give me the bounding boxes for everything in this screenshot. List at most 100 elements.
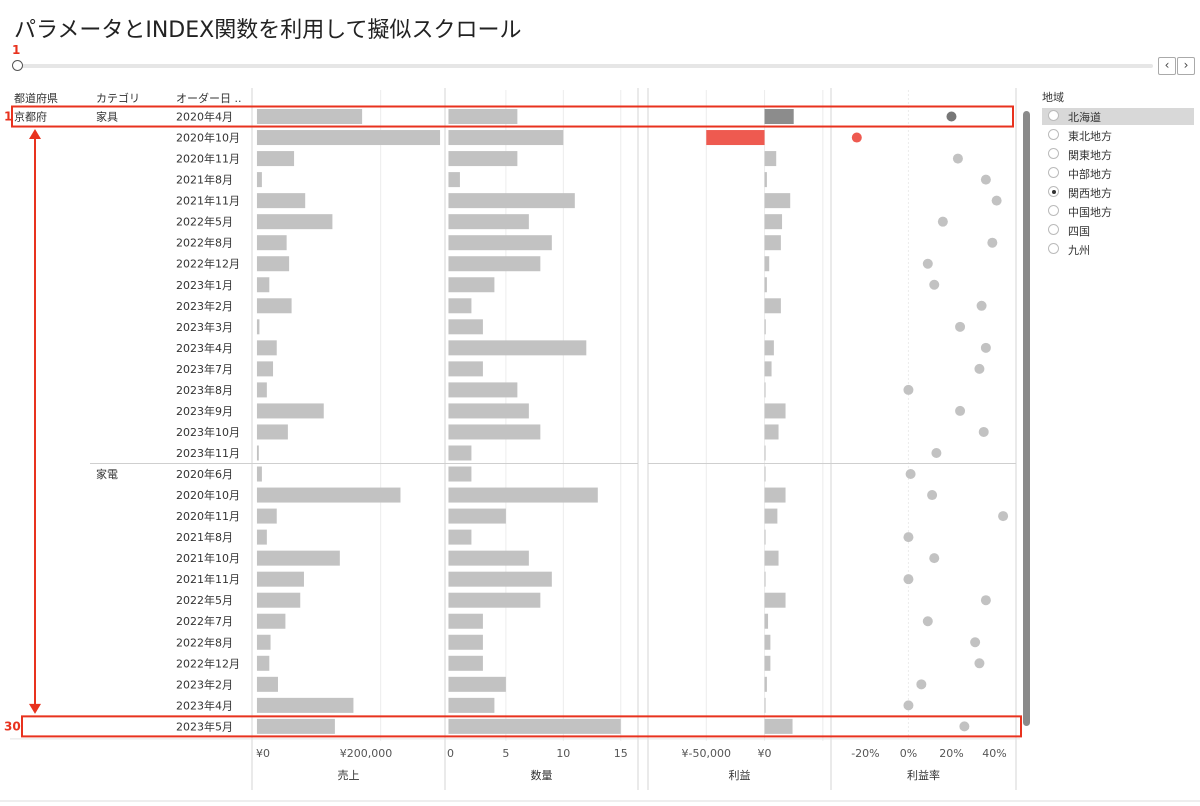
region-option[interactable]: 中部地方 [1042,165,1194,182]
quantity-bar [448,361,483,377]
profit-bar [764,487,786,503]
profit-bar [764,235,781,251]
quantity-bar [448,487,598,503]
axis-tick-label: 15 [614,747,628,760]
region-option-label: 北海道 [1068,111,1101,124]
sales-bar [256,466,262,482]
region-option-label: 四国 [1068,225,1090,238]
scrollbar[interactable] [1023,111,1030,726]
sales-bar [256,613,286,629]
profit-bar [764,508,778,524]
date-label: 2022年8月 [176,635,233,649]
slider-thumb[interactable] [12,60,23,71]
radio-icon[interactable] [1048,205,1059,216]
scroll-parameter-slider[interactable] [18,64,1153,68]
profit-bar [764,382,766,398]
axis-tick-label: 10 [556,747,570,760]
date-label: 2020年6月 [176,467,233,481]
axis-tick-label: 0% [900,747,917,760]
sales-bar [256,571,304,587]
radio-icon[interactable] [1048,148,1059,159]
region-option-label: 関西地方 [1068,187,1112,200]
profit-ratio-point [903,532,914,543]
profit-ratio-point [959,721,970,732]
profit-ratio-point [978,426,989,437]
last-index-label: 30 [4,719,21,733]
profit-ratio-point [937,216,948,227]
sales-bar [256,130,441,146]
region-option-label: 中部地方 [1068,168,1112,181]
quantity-bar [448,424,541,440]
radio-icon[interactable] [1048,129,1059,140]
region-option[interactable]: 東北地方 [1042,127,1194,144]
date-label: 2020年11月 [176,152,240,166]
quantity-bar [448,193,575,209]
category-label: 家具 [96,110,118,124]
axis-tick-label: 20% [939,747,963,760]
date-label: 2023年1月 [176,278,233,292]
profit-bar [764,718,793,734]
profit-ratio-point [922,616,933,627]
profit-bar [764,403,786,419]
profit-ratio-point [916,679,927,690]
arrow-up-icon [29,129,41,140]
region-option[interactable]: 関東地方 [1042,146,1194,163]
date-label: 2023年2月 [176,299,233,313]
date-label: 2020年11月 [176,509,240,523]
region-option[interactable]: 九州 [1042,241,1194,258]
region-option[interactable]: 中国地方 [1042,203,1194,220]
quantity-bar [448,655,483,671]
date-label: 2021年11月 [176,194,240,208]
date-label: 2023年4月 [176,341,233,355]
quantity-bar [448,403,529,419]
arrow-down-icon [29,703,41,714]
quantity-bar [448,550,529,566]
quantity-bar [448,445,472,461]
chevron-right-icon[interactable]: › [1177,57,1195,75]
radio-icon[interactable] [1048,224,1059,235]
profit-bar [764,214,783,230]
sales-bar [256,277,270,293]
radio-icon[interactable] [1048,186,1059,197]
quantity-bar [448,214,529,230]
profit-ratio-point [980,342,991,353]
profit-bar [764,529,766,545]
profit-ratio-point [929,279,940,290]
axis-tick-label: ¥0 [256,747,270,760]
region-option[interactable]: 北海道 [1042,108,1194,125]
region-option-label: 関東地方 [1068,149,1112,162]
quantity-bar [448,592,541,608]
sales-bar [256,256,290,272]
region-option[interactable]: 四国 [1042,222,1194,239]
quantity-bar [448,130,564,146]
sales-bar [256,151,295,167]
profit-ratio-point [955,405,966,416]
region-option[interactable]: 関西地方 [1042,184,1194,201]
profit-bar [764,319,766,335]
radio-icon[interactable] [1048,167,1059,178]
radio-icon[interactable] [1048,243,1059,254]
quantity-bar [448,151,518,167]
region-option-label: 九州 [1068,244,1090,257]
profit-ratio-point [974,363,985,374]
quantity-bar [448,298,472,314]
region-option-label: 東北地方 [1068,130,1112,143]
profit-ratio-point [931,447,942,458]
sales-bar [256,634,271,650]
sales-bar [256,655,270,671]
header-category: カテゴリ [96,92,140,105]
date-label: 2022年8月 [176,236,233,250]
profit-ratio-point [980,595,991,606]
chevron-left-icon[interactable]: ‹ [1158,57,1176,75]
sales-bar [256,592,301,608]
radio-icon[interactable] [1048,110,1059,121]
profit-bar [764,298,781,314]
sales-bar [256,676,278,692]
profit-ratio-point [905,469,916,480]
quantity-bar [448,340,587,356]
profit-bar [764,655,771,671]
prefecture-label: 京都府 [14,110,47,124]
profit-bar [764,193,791,209]
date-label: 2023年4月 [176,698,233,712]
profit-bar [764,466,766,482]
